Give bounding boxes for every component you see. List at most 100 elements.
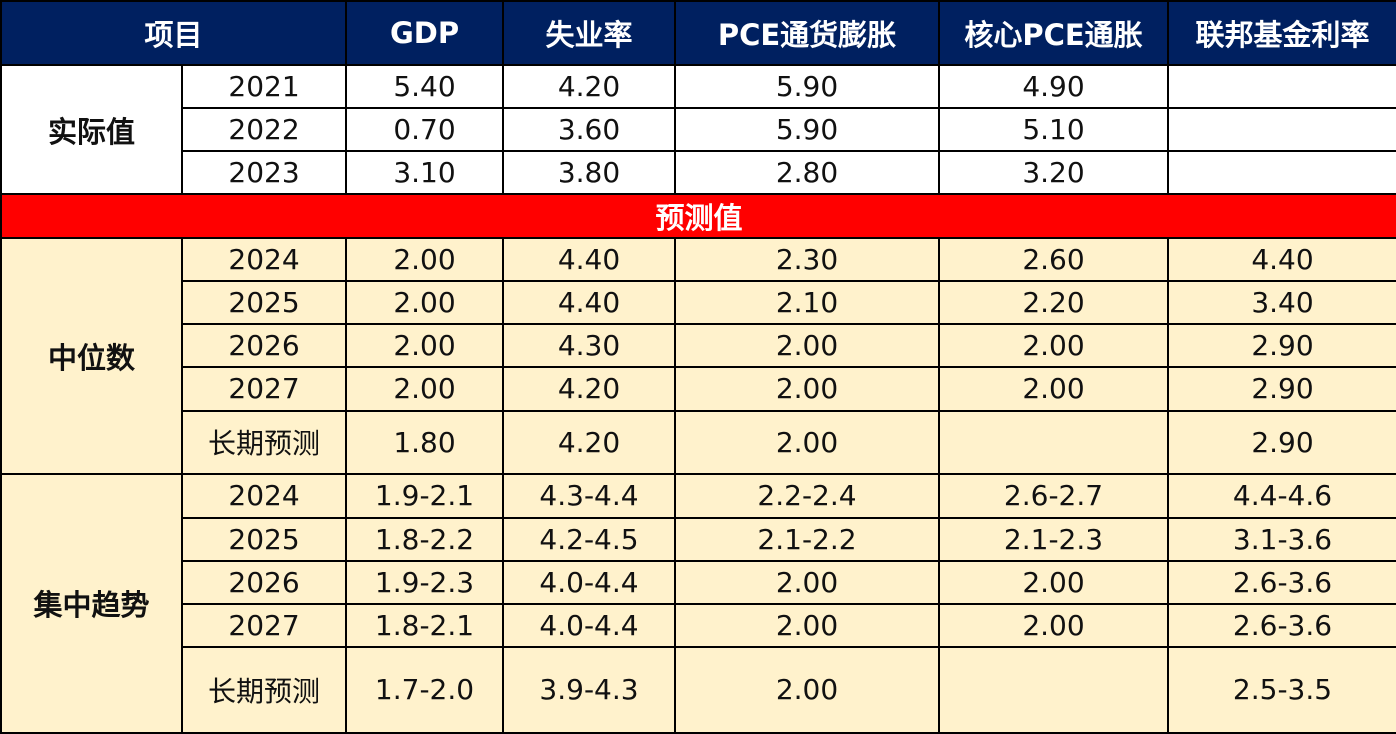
period-cell: 2022 (180, 107, 348, 153)
core-pce-cell: 2.00 (938, 323, 1170, 369)
fed-funds-cell (1167, 63, 1396, 110)
pce-cell: 2.10 (674, 280, 941, 326)
header-gdp: GDP (345, 0, 505, 66)
pce-cell: 2.80 (674, 150, 941, 196)
fed-funds-cell: 2.6-3.6 (1167, 559, 1396, 605)
pce-cell: 2.00 (674, 559, 941, 605)
table-row: 长期预测 1.7-2.0 3.9-4.3 2.00 2.5-3.5 (1, 645, 1396, 734)
period-cell: 2024 (180, 472, 348, 519)
unemployment-cell: 4.40 (502, 280, 677, 326)
gdp-cell: 2.00 (345, 280, 505, 326)
unemployment-cell: 4.40 (502, 237, 677, 283)
fed-funds-cell: 2.5-3.5 (1167, 645, 1396, 734)
table-row: 长期预测 1.80 4.20 2.00 2.90 (1, 409, 1396, 475)
period-cell: 长期预测 (180, 409, 348, 475)
gdp-cell: 2.00 (345, 237, 505, 283)
table-row: 2027 2.00 4.20 2.00 2.00 2.90 (1, 366, 1396, 412)
header-item: 项目 (0, 0, 348, 66)
core-pce-cell: 2.00 (938, 559, 1170, 605)
group-label-central-tendency: 集中趋势 (0, 472, 183, 734)
pce-cell: 2.1-2.2 (674, 516, 941, 562)
unemployment-cell: 4.3-4.4 (502, 472, 677, 519)
table-row: 2022 0.70 3.60 5.90 5.10 (1, 107, 1396, 153)
core-pce-cell: 5.10 (938, 107, 1170, 153)
period-cell: 2026 (180, 323, 348, 369)
period-cell: 2025 (180, 516, 348, 562)
fed-funds-cell: 4.40 (1167, 237, 1396, 283)
unemployment-cell: 4.20 (502, 409, 677, 475)
header-core-pce-inflation: 核心PCE通胀 (938, 0, 1170, 66)
unemployment-cell: 3.80 (502, 150, 677, 196)
header-row: 项目 GDP 失业率 PCE通货膨胀 核心PCE通胀 联邦基金利率 (0, 0, 1396, 66)
fed-funds-cell: 2.90 (1167, 366, 1396, 412)
table-row: 中位数 2024 2.00 4.40 2.30 2.60 4.40 (0, 237, 1396, 475)
pce-cell: 2.00 (674, 645, 941, 734)
table-row: 2027 1.8-2.1 4.0-4.4 2.00 2.00 2.6-3.6 (1, 602, 1396, 648)
core-pce-cell: 2.00 (938, 366, 1170, 412)
fed-funds-cell (1167, 150, 1396, 196)
gdp-cell: 0.70 (345, 107, 505, 153)
table-row: 2026 2.00 4.30 2.00 2.00 2.90 (1, 323, 1396, 369)
unemployment-cell: 3.9-4.3 (502, 645, 677, 734)
pce-cell: 2.00 (674, 366, 941, 412)
table-row: 2026 1.9-2.3 4.0-4.4 2.00 2.00 2.6-3.6 (1, 559, 1396, 605)
gdp-cell: 2.00 (345, 366, 505, 412)
fed-funds-cell: 3.40 (1167, 280, 1396, 326)
fed-funds-cell: 2.90 (1167, 323, 1396, 369)
period-cell: 2025 (180, 280, 348, 326)
forecast-divider-row: 预测值 (0, 193, 1396, 240)
core-pce-cell: 2.00 (938, 602, 1170, 648)
period-cell: 2024 (180, 237, 348, 283)
period-cell: 2026 (180, 559, 348, 605)
group-label-actual: 实际值 (0, 63, 183, 196)
gdp-cell: 1.9-2.1 (345, 472, 505, 519)
gdp-cell: 1.8-2.2 (345, 516, 505, 562)
period-cell: 2027 (180, 602, 348, 648)
pce-cell: 2.00 (674, 409, 941, 475)
table-row: 实际值 2021 5.40 4.20 5.90 4.90 (0, 63, 1396, 196)
pce-cell: 2.00 (674, 323, 941, 369)
fed-funds-cell: 4.4-4.6 (1167, 472, 1396, 519)
forecast-divider-label: 预测值 (0, 193, 1396, 240)
table-row: 2025 1.8-2.2 4.2-4.5 2.1-2.2 2.1-2.3 3.1… (1, 516, 1396, 562)
core-pce-cell (938, 409, 1170, 475)
table-row: 2023 3.10 3.80 2.80 3.20 (1, 150, 1396, 196)
unemployment-cell: 4.20 (502, 366, 677, 412)
pce-cell: 2.2-2.4 (674, 472, 941, 519)
pce-cell: 2.30 (674, 237, 941, 283)
table-row: 2025 2.00 4.40 2.10 2.20 3.40 (1, 280, 1396, 326)
unemployment-cell: 4.0-4.4 (502, 602, 677, 648)
unemployment-cell: 4.30 (502, 323, 677, 369)
group-label-median: 中位数 (0, 237, 183, 475)
gdp-cell: 1.80 (345, 409, 505, 475)
gdp-cell: 3.10 (345, 150, 505, 196)
unemployment-cell: 3.60 (502, 107, 677, 153)
core-pce-cell: 2.6-2.7 (938, 472, 1170, 519)
core-pce-cell: 4.90 (938, 63, 1170, 110)
pce-cell: 2.00 (674, 602, 941, 648)
fed-funds-cell: 2.6-3.6 (1167, 602, 1396, 648)
gdp-cell: 1.8-2.1 (345, 602, 505, 648)
fed-funds-cell: 2.90 (1167, 409, 1396, 475)
table-row: 集中趋势 2024 1.9-2.1 4.3-4.4 2.2-2.4 2.6-2.… (0, 472, 1396, 734)
core-pce-cell: 2.1-2.3 (938, 516, 1170, 562)
header-pce-inflation: PCE通货膨胀 (674, 0, 941, 66)
fed-funds-cell: 3.1-3.6 (1167, 516, 1396, 562)
gdp-cell: 5.40 (345, 63, 505, 110)
gdp-cell: 1.7-2.0 (345, 645, 505, 734)
header-unemployment: 失业率 (502, 0, 677, 66)
core-pce-cell: 2.60 (938, 237, 1170, 283)
unemployment-cell: 4.20 (502, 63, 677, 110)
core-pce-cell: 2.20 (938, 280, 1170, 326)
period-cell: 2023 (180, 150, 348, 196)
gdp-cell: 1.9-2.3 (345, 559, 505, 605)
core-pce-cell (938, 645, 1170, 734)
unemployment-cell: 4.2-4.5 (502, 516, 677, 562)
gdp-cell: 2.00 (345, 323, 505, 369)
unemployment-cell: 4.0-4.4 (502, 559, 677, 605)
pce-cell: 5.90 (674, 63, 941, 110)
header-fed-funds-rate: 联邦基金利率 (1167, 0, 1396, 66)
period-cell: 2021 (180, 63, 348, 110)
fed-funds-cell (1167, 107, 1396, 153)
